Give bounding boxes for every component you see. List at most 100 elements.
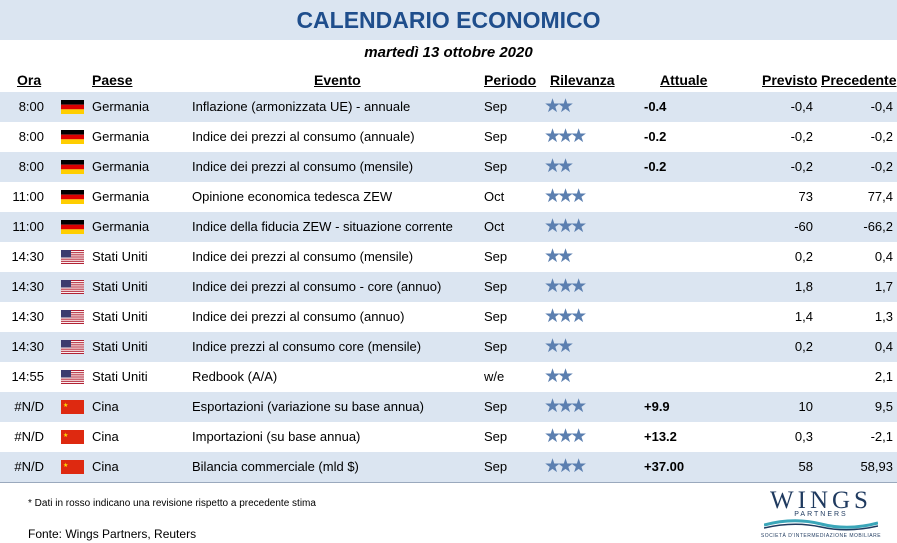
row-precedente: 0,4	[874, 249, 893, 264]
rilevanza-stars-icon: ★★★	[544, 396, 587, 417]
logo-tagline: SOCIETÀ D'INTERMEDIAZIONE MOBILIARE	[760, 533, 882, 539]
usa-flag-icon	[61, 250, 84, 264]
row-evento: Bilancia commerciale (mld $)	[192, 459, 359, 474]
row-evento: Opinione economica tedesca ZEW	[192, 189, 393, 204]
date-subtitle: martedì 13 ottobre 2020	[364, 44, 533, 61]
row-periodo: Sep	[484, 459, 508, 474]
wings-partners-logo: WINGS PARTNERS SOCIETÀ D'INTERMEDIAZIONE…	[760, 487, 882, 541]
china-flag-icon: ★	[61, 400, 84, 414]
row-periodo: Sep	[484, 309, 508, 324]
china-flag-icon: ★	[61, 430, 84, 444]
header-evento: Evento	[314, 72, 361, 88]
row-evento: Indice dei prezzi al consumo - core (ann…	[192, 279, 442, 294]
table-row: 14:30 Stati Uniti Indice dei prezzi al con…	[0, 242, 897, 272]
row-periodo: w/e	[484, 369, 505, 384]
rilevanza-stars-icon: ★★	[544, 156, 574, 177]
row-previsto: -0,2	[790, 159, 813, 174]
svg-text:★: ★	[63, 462, 68, 469]
row-evento: Indice dei prezzi al consumo (annuo)	[192, 309, 405, 324]
rilevanza-stars-icon: ★★	[544, 246, 574, 267]
row-precedente: -2,1	[870, 429, 893, 444]
row-evento: Esportazioni (variazione su base annua)	[192, 399, 424, 414]
table-row: 14:30 Stati Uniti Indice prezzi al consumo…	[0, 332, 897, 362]
rilevanza-stars-icon: ★★★	[544, 216, 587, 237]
table-row: #N/D Cina Importazioni (su base annua) Sep +…	[0, 422, 897, 452]
row-attuale: +13.2	[644, 429, 677, 444]
row-previsto: 10	[798, 399, 813, 414]
row-paese: Stati Uniti	[92, 339, 148, 354]
table-row: 14:30 Stati Uniti Indice dei prezzi al con…	[0, 272, 897, 302]
row-precedente: 1,3	[874, 309, 893, 324]
row-precedente: 0,4	[874, 339, 893, 354]
row-attuale: -0.4	[644, 99, 667, 114]
rilevanza-stars-icon: ★★★	[544, 276, 587, 297]
row-evento: Indice dei prezzi al consumo (annuale)	[192, 129, 415, 144]
row-evento: Inflazione (armonizzata UE) - annuale	[192, 99, 411, 114]
logo-sub: PARTNERS	[794, 511, 848, 518]
rilevanza-stars-icon: ★★	[544, 336, 574, 357]
row-previsto: 1,4	[794, 309, 813, 324]
table-row: #N/D Cina Bilancia commerciale (mld $) Sep +…	[0, 452, 897, 482]
row-attuale: -0.2	[644, 129, 667, 144]
table-row: 11:00 Germania Opinione economica tedesca …	[0, 182, 897, 212]
row-paese: Stati Uniti	[92, 249, 148, 264]
row-ora: 14:30	[11, 309, 44, 324]
page-title: CALENDARIO ECONOMICO	[296, 7, 601, 33]
row-evento: Indice dei prezzi al consumo (mensile)	[192, 159, 414, 174]
table-row: 11:00 Germania Indice della fiducia ZEW - …	[0, 212, 897, 242]
row-periodo: Sep	[484, 249, 508, 264]
row-previsto: 0,2	[794, 339, 813, 354]
row-evento: Indice della fiducia ZEW - situazione co…	[192, 219, 453, 234]
row-paese: Cina	[92, 399, 119, 414]
row-precedente: -66,2	[863, 219, 893, 234]
row-ora: #N/D	[14, 399, 44, 414]
row-paese: Germania	[92, 129, 150, 144]
usa-flag-icon	[61, 310, 84, 324]
row-ora: 8:00	[18, 129, 44, 144]
row-ora: 14:30	[11, 279, 44, 294]
header-attuale: Attuale	[660, 72, 708, 88]
footer-divider	[0, 482, 897, 483]
rilevanza-stars-icon: ★★	[544, 366, 574, 387]
rilevanza-stars-icon: ★★★	[544, 306, 587, 327]
header-previsto: Previsto	[762, 72, 818, 88]
germany-flag-icon	[61, 190, 84, 204]
row-precedente: 77,4	[867, 189, 893, 204]
row-periodo: Oct	[484, 219, 505, 234]
row-precedente: 58,93	[860, 459, 893, 474]
row-previsto: -0,2	[790, 129, 813, 144]
usa-flag-icon	[61, 340, 84, 354]
svg-text:★: ★	[63, 432, 68, 439]
row-ora: 11:00	[12, 189, 44, 204]
table-row: #N/D Cina Esportazioni (variazione su base…	[0, 392, 897, 422]
row-ora: #N/D	[14, 429, 44, 444]
row-ora: 8:00	[18, 159, 44, 174]
row-attuale: -0.2	[644, 159, 667, 174]
row-previsto: 0,3	[794, 429, 813, 444]
row-paese: Stati Uniti	[92, 369, 148, 384]
rilevanza-stars-icon: ★★	[544, 96, 574, 117]
header-periodo: Periodo	[484, 72, 537, 88]
row-ora: 11:00	[12, 219, 44, 234]
header-precedente: Precedente	[821, 72, 897, 88]
row-previsto: 1,8	[794, 279, 813, 294]
germany-flag-icon	[61, 220, 84, 234]
row-precedente: 2,1	[874, 369, 893, 384]
row-periodo: Sep	[484, 339, 508, 354]
svg-text:★: ★	[63, 402, 68, 409]
row-paese: Stati Uniti	[92, 309, 148, 324]
row-periodo: Oct	[484, 189, 505, 204]
table-row: 8:00 Germania Indice dei prezzi al consumo…	[0, 152, 897, 182]
row-ora: 14:55	[11, 369, 44, 384]
row-paese: Germania	[92, 189, 150, 204]
row-previsto: 73	[798, 189, 813, 204]
row-attuale: +37.00	[644, 459, 685, 474]
table-row: 14:30 Stati Uniti Indice dei prezzi al con…	[0, 302, 897, 332]
row-paese: Germania	[92, 219, 150, 234]
rilevanza-stars-icon: ★★★	[544, 426, 587, 447]
row-periodo: Sep	[484, 429, 508, 444]
row-periodo: Sep	[484, 159, 508, 174]
row-paese: Germania	[92, 99, 150, 114]
row-previsto: 58	[798, 459, 813, 474]
table-row: 8:00 Germania Inflazione (armonizzata UE) …	[0, 92, 897, 122]
